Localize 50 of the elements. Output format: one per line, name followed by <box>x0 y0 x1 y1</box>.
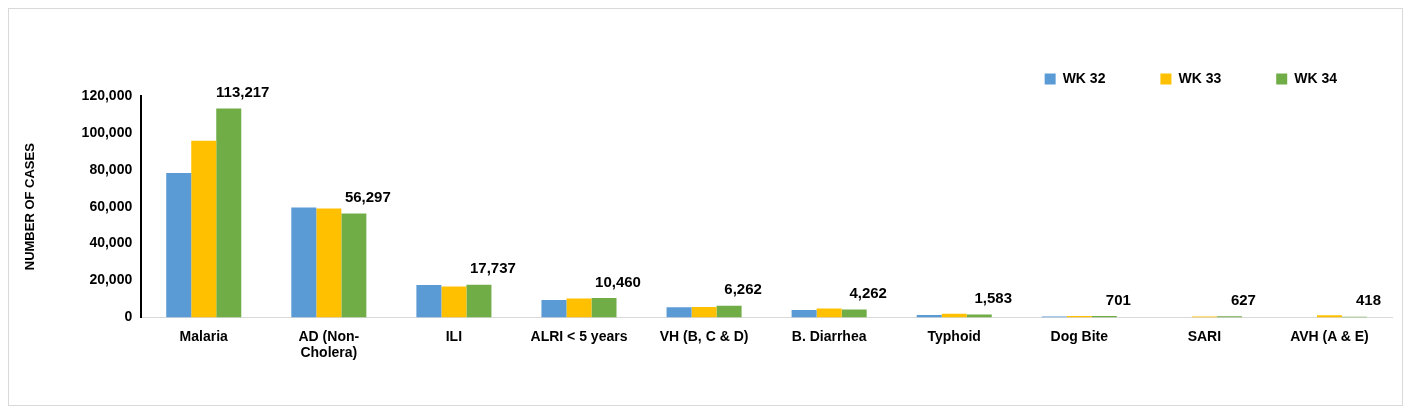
bar <box>466 284 492 318</box>
data-label: 56,297 <box>344 188 391 206</box>
legend-label: WK 33 <box>1178 69 1222 86</box>
data-label: 17,737 <box>469 259 516 277</box>
data-label: 10,460 <box>595 272 641 290</box>
bar <box>1316 315 1342 318</box>
bar <box>791 310 817 318</box>
bar <box>341 213 367 318</box>
bar <box>291 207 317 318</box>
y-tick-label: 80,000 <box>89 160 133 177</box>
y-tick-label: 60,000 <box>89 197 133 214</box>
legend-label: WK 34 <box>1294 69 1338 86</box>
x-tick-label: AD (Non-Cholera) <box>298 327 360 361</box>
x-tick-label: SARI <box>1187 327 1222 344</box>
bar <box>441 286 467 318</box>
bar <box>166 173 192 318</box>
data-label: 418 <box>1355 291 1381 309</box>
bar <box>966 314 992 318</box>
y-tick-label: 0 <box>124 308 133 325</box>
data-label: 6,262 <box>724 280 762 298</box>
x-tick-label: Dog Bite <box>1050 327 1109 344</box>
data-label: 701 <box>1105 290 1131 308</box>
y-tick-label: 40,000 <box>89 234 133 251</box>
x-tick-label: ILI <box>445 327 463 344</box>
bar <box>591 298 617 318</box>
data-label: 113,217 <box>216 83 270 101</box>
bar <box>216 108 242 318</box>
bar <box>716 305 742 318</box>
x-tick-label: Malaria <box>179 327 229 344</box>
data-label: 1,583 <box>974 289 1013 307</box>
bar <box>691 307 717 318</box>
bar <box>541 300 567 318</box>
bar <box>191 140 217 318</box>
y-tick-label: 100,000 <box>81 123 133 140</box>
x-tick-label: VH (B, C & D) <box>659 327 749 344</box>
bar <box>816 308 842 318</box>
bar <box>416 285 442 318</box>
x-tick-label: B. Diarrhea <box>791 327 867 344</box>
x-tick-label: AVH (A & E) <box>1290 327 1369 344</box>
data-label: 627 <box>1230 290 1256 308</box>
data-label: 4,262 <box>849 284 887 302</box>
y-tick-label: 120,000 <box>81 86 133 103</box>
bar <box>566 298 592 318</box>
y-tick-label: 20,000 <box>89 271 133 288</box>
legend-label: WK 32 <box>1062 69 1106 86</box>
y-axis-title: NUMBER OF CASES <box>22 142 38 271</box>
x-tick-label: ALRI < 5 years <box>530 327 628 344</box>
bar <box>666 307 692 318</box>
x-tick-label: Typhoid <box>927 327 981 344</box>
bar <box>316 208 342 318</box>
